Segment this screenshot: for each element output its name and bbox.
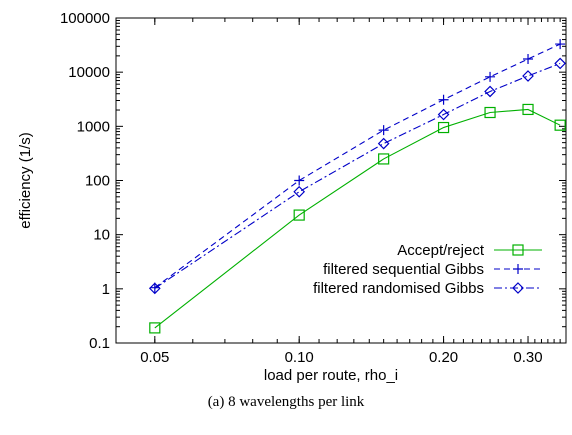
data-point bbox=[293, 209, 305, 221]
y-tick-label: 100000 bbox=[60, 10, 110, 27]
legend-entry: filtered randomised Gibbs bbox=[313, 280, 542, 297]
data-point bbox=[149, 322, 161, 334]
data-point bbox=[438, 94, 449, 105]
data-point bbox=[293, 185, 306, 198]
y-tick-label: 1000 bbox=[77, 118, 110, 135]
x-tick-label: 0.05 bbox=[140, 349, 169, 366]
data-point bbox=[149, 282, 160, 293]
y-tick-label: 1 bbox=[102, 281, 110, 298]
data-point bbox=[148, 282, 161, 295]
x-axis-label: load per route, rho_i bbox=[264, 367, 398, 384]
y-axis-label: efficiency (1/s) bbox=[17, 132, 34, 228]
legend-label: filtered sequential Gibbs bbox=[323, 261, 484, 278]
data-point bbox=[523, 54, 534, 65]
data-point bbox=[485, 71, 496, 82]
legend-entry: filtered sequential Gibbs bbox=[323, 261, 542, 278]
y-tick-label: 100 bbox=[85, 173, 110, 190]
data-point bbox=[377, 137, 390, 150]
data-point bbox=[513, 264, 523, 274]
series-line bbox=[154, 108, 561, 329]
data-point bbox=[484, 106, 496, 119]
data-point bbox=[437, 108, 450, 121]
legend-label: filtered randomised Gibbs bbox=[313, 280, 484, 297]
data-point bbox=[512, 282, 524, 294]
data-point bbox=[484, 85, 496, 98]
legend-label: Accept/reject bbox=[397, 242, 485, 259]
data-point bbox=[294, 175, 305, 186]
series-1 bbox=[149, 103, 566, 334]
data-point bbox=[522, 70, 534, 82]
series-2 bbox=[149, 39, 566, 293]
data-point bbox=[522, 103, 534, 116]
legend-entry: Accept/reject bbox=[397, 242, 542, 259]
y-tick-label: 0.1 bbox=[89, 335, 110, 352]
series-line bbox=[154, 43, 561, 289]
data-point bbox=[554, 119, 566, 131]
y-tick-label: 10000 bbox=[68, 64, 110, 81]
series-3 bbox=[148, 57, 566, 295]
data-point bbox=[378, 125, 389, 136]
series-line bbox=[154, 62, 561, 289]
x-tick-label: 0.30 bbox=[513, 349, 542, 366]
x-tick-label: 0.10 bbox=[285, 349, 314, 366]
data-point bbox=[437, 121, 450, 134]
figure-caption: (a) 8 wavelengths per link bbox=[207, 394, 365, 410]
data-point bbox=[378, 153, 390, 165]
x-tick-label: 0.20 bbox=[429, 349, 458, 366]
data-point bbox=[555, 39, 566, 50]
y-tick-label: 10 bbox=[93, 227, 110, 244]
data-point bbox=[554, 57, 566, 70]
data-point bbox=[512, 244, 524, 256]
